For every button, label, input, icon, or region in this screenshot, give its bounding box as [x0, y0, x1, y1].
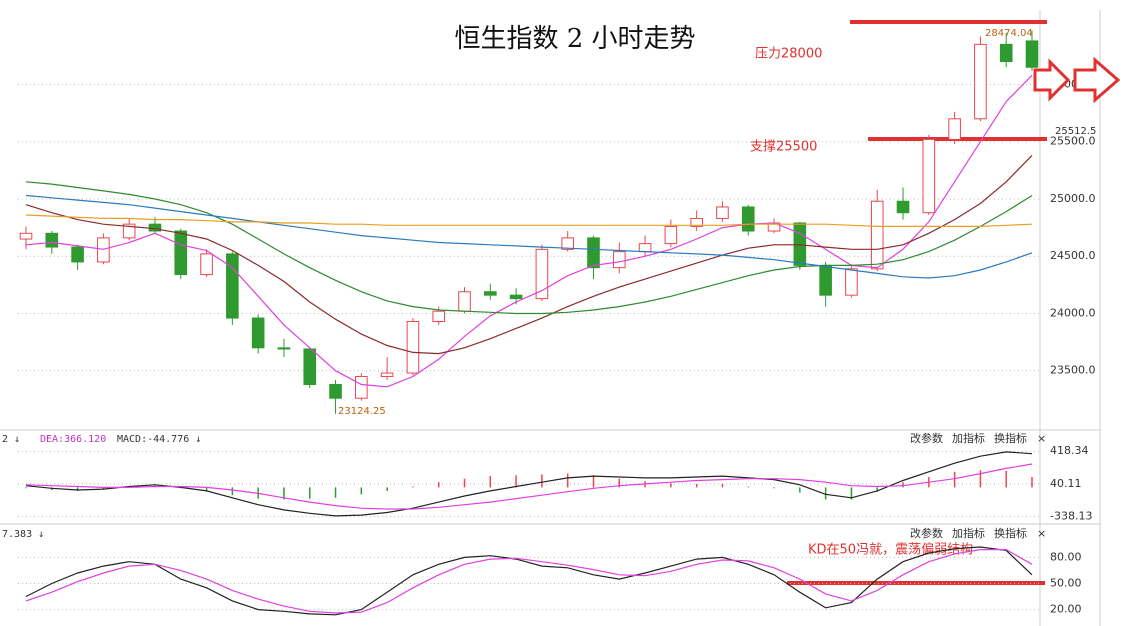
panel-header: 7.383 ↓ [2, 529, 44, 540]
candle-body [303, 348, 317, 385]
y-tick-label: 20.00 [1050, 603, 1082, 616]
candle-body [587, 237, 600, 269]
candle-body [690, 217, 703, 227]
control-button[interactable]: 加指标 [952, 431, 985, 445]
y-tick-label: 24500.0 [1050, 249, 1096, 262]
candle-body [819, 264, 832, 296]
candle-body [999, 43, 1013, 63]
annotation: KD在50冯就，震荡偏弱结构 [808, 543, 973, 558]
control-button[interactable]: 改参数 [910, 526, 943, 540]
candle-body [664, 225, 678, 245]
annotation: 23124.25 [338, 406, 386, 417]
annotation: 支撑25500 [750, 140, 817, 155]
y-tick-label: 25500.0 [1050, 135, 1096, 148]
series-line [25, 451, 1033, 517]
arrow [1073, 56, 1121, 104]
control-button[interactable]: 加指标 [952, 526, 985, 540]
candle-body [97, 237, 110, 263]
control-button[interactable]: × [1037, 527, 1046, 540]
chart-title: 恒生指数 2 小时走势 [454, 24, 695, 54]
control-button[interactable]: 换指标 [994, 526, 1027, 540]
candle-body [122, 223, 136, 239]
panel-header: MACD:-44.776 ↓ [117, 434, 201, 445]
candle-body [277, 347, 291, 350]
annotation: 25512.5 [1055, 126, 1096, 137]
candle-body [406, 320, 420, 374]
y-tick-label: 418.34 [1050, 444, 1089, 457]
series-line [25, 549, 1033, 614]
candle-body [638, 243, 652, 253]
candle-body [793, 222, 807, 266]
candle-body [535, 248, 549, 300]
control-button[interactable]: 改参数 [910, 431, 943, 445]
y-tick-label: -338.13 [1050, 510, 1092, 523]
arrow [1033, 58, 1071, 102]
candle-body [19, 232, 33, 240]
candle-body [845, 268, 858, 296]
candle-body [741, 206, 755, 232]
candle-body [716, 206, 729, 219]
candle-body [948, 118, 961, 140]
candle-body [226, 253, 239, 319]
control-button[interactable]: 换指标 [994, 431, 1027, 445]
candle-body [432, 310, 446, 322]
series-line [25, 194, 1033, 279]
series-line [25, 154, 1033, 355]
candle-body [974, 43, 987, 120]
y-tick-label: 40.11 [1050, 477, 1082, 490]
y-tick-label: 50.00 [1050, 576, 1082, 589]
candle-body [484, 291, 497, 296]
candle-body [896, 200, 910, 214]
series-line [25, 546, 1033, 616]
candle-body [380, 372, 394, 377]
y-tick-label: 25000.0 [1050, 192, 1096, 205]
series-line [25, 181, 1033, 315]
series-line [25, 463, 1033, 510]
candle-body [329, 383, 342, 399]
candle-body [922, 138, 936, 214]
candle-body [174, 230, 188, 276]
panel-header: 2 ↓ [2, 434, 20, 445]
candle-body [509, 294, 523, 300]
candle-body [612, 251, 626, 269]
candle-body [458, 291, 471, 312]
series-line [25, 74, 1033, 388]
annotation: 28474.04 [985, 28, 1033, 39]
control-button[interactable]: × [1037, 432, 1046, 445]
panel-header: DEA:366.120 [40, 434, 106, 445]
series-line [25, 214, 1033, 227]
candle-body [251, 317, 265, 349]
candle-body [45, 232, 59, 248]
annotation: 压力28000 [755, 47, 822, 62]
y-tick-label: 24000.0 [1050, 306, 1096, 319]
y-tick-label: 23500.0 [1050, 364, 1096, 377]
candle-body [200, 253, 213, 276]
candle-body [71, 246, 84, 263]
candle-body [870, 200, 884, 270]
candle-body [561, 237, 574, 250]
candle-body [355, 375, 368, 399]
y-tick-label: 80.00 [1050, 550, 1082, 563]
candle-body [1025, 40, 1039, 68]
